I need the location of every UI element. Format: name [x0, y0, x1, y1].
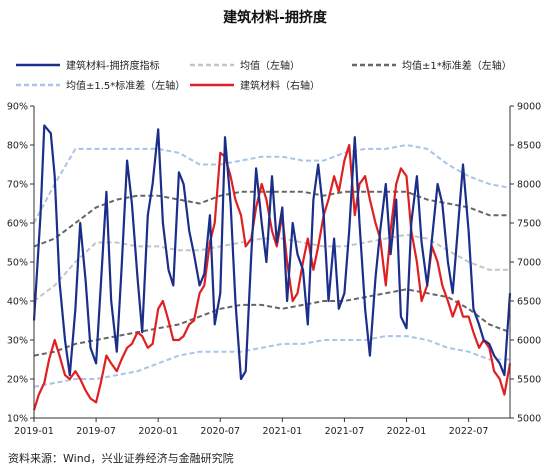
chart-title: 建筑材料-拥挤度 — [223, 9, 328, 26]
x-tick-label-2: 2020-01 — [138, 426, 178, 437]
series-line-1 — [33, 233, 510, 302]
x-tick-label-7: 2022-07 — [449, 426, 489, 437]
series-line-3-upper — [33, 144, 511, 224]
y-left-tick-label-4: 50% — [7, 258, 28, 269]
axes: 10% 20% 30% 40% 50% 60% 70% 80% 90% 5000 5500 6000 6… — [7, 102, 541, 438]
series-line-2-lower — [33, 288, 511, 357]
legend-item-3: 均值±1.5*标准差（左轴） — [16, 79, 185, 92]
legend-label-0: 建筑材料-拥挤度指标 — [66, 59, 160, 72]
plot-area — [32, 124, 512, 411]
x-tick-label-4: 2021-01 — [262, 426, 302, 437]
y-right-tick-label-6: 8000 — [517, 180, 541, 191]
legend-item-1: 均值（左轴） — [190, 59, 300, 72]
x-tick-label-1: 2019-07 — [76, 426, 116, 437]
source-note: 资料来源：Wind，兴业证券经济与金融研究院 — [8, 451, 234, 465]
x-tick-label-5: 2021-07 — [325, 426, 365, 437]
y-left-tick-label-2: 30% — [7, 336, 28, 347]
y-left-tick-label-1: 20% — [7, 375, 28, 386]
x-tick-label-3: 2020-07 — [200, 426, 240, 437]
x-tick-label-0: 2019-01 — [14, 426, 54, 437]
x-tick-label-6: 2022-01 — [387, 426, 427, 437]
legend-item-0: 建筑材料-拥挤度指标 — [16, 59, 160, 72]
y-right-tick-label-4: 7000 — [517, 258, 541, 269]
y-right-tick-label-7: 8500 — [517, 141, 541, 152]
legend-item-4: 建筑材料（右轴） — [190, 79, 320, 92]
y-left-tick-label-8: 90% — [7, 102, 28, 113]
y-right-tick-label-8: 9000 — [517, 102, 541, 113]
y-right-tick-label-3: 6500 — [517, 297, 541, 308]
series-line-3-lower — [33, 335, 510, 388]
y-left-tick-label-0: 10% — [7, 414, 28, 425]
legend-label-4: 建筑材料（右轴） — [240, 79, 320, 92]
y-right-tick-label-2: 6000 — [517, 336, 541, 347]
series-line-2-upper — [33, 190, 510, 248]
y-right-tick-label-0: 5000 — [517, 414, 541, 425]
y-left-tick-label-7: 80% — [7, 141, 28, 152]
series-line-0 — [32, 124, 512, 381]
y-right-tick-label-1: 5500 — [517, 375, 541, 386]
y-right-tick-label-5: 7500 — [517, 219, 541, 230]
legend-label-3: 均值±1.5*标准差（左轴） — [66, 79, 185, 92]
legend-item-2: 均值±1*标准差（左轴） — [352, 59, 512, 72]
legend: 建筑材料-拥挤度指标 均值（左轴） 均值±1*标准差（左轴） 均值±1.5*标准… — [16, 59, 512, 92]
y-left-tick-label-6: 70% — [7, 180, 28, 191]
y-left-tick-label-3: 40% — [7, 297, 28, 308]
legend-label-2: 均值±1*标准差（左轴） — [402, 59, 512, 72]
y-left-tick-label-5: 60% — [7, 219, 28, 230]
legend-label-1: 均值（左轴） — [240, 59, 300, 72]
